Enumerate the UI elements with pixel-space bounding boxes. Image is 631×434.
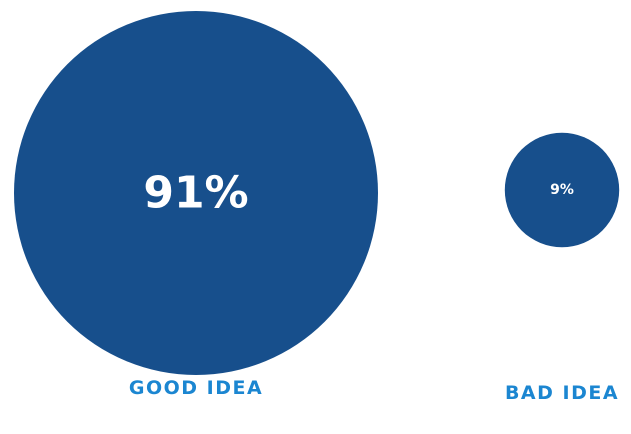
category-label-bad-idea: BAD IDEA xyxy=(505,382,619,404)
bubble-group-bad-idea: 9% BAD IDEA xyxy=(504,132,620,404)
category-label-good-idea: GOOD IDEA xyxy=(129,377,263,399)
bubble-good-idea xyxy=(14,11,378,375)
value-label-good-idea: 91% xyxy=(143,168,248,219)
bubble-bad-idea xyxy=(504,132,620,248)
bubble-group-good-idea: 91% GOOD IDEA xyxy=(14,11,378,399)
value-label-bad-idea: 9% xyxy=(550,182,574,198)
